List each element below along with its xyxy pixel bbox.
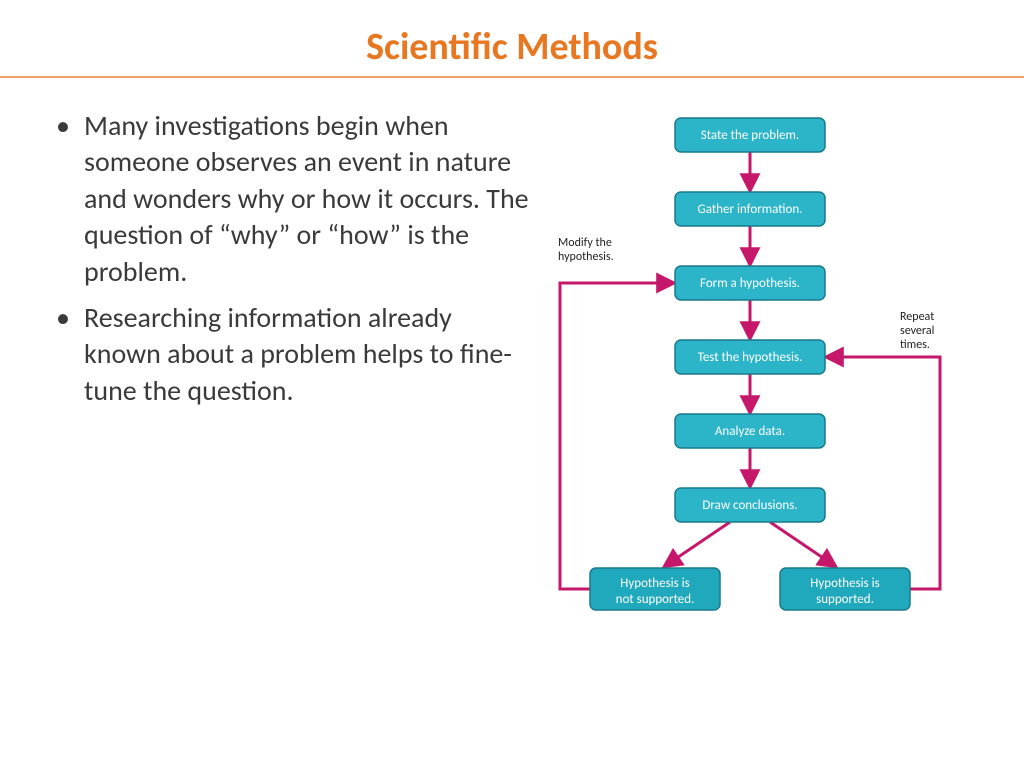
svg-text:Form a hypothesis.: Form a hypothesis.: [700, 276, 800, 291]
flowchart-column: Modify the hypothesis. Repeat several ti…: [530, 108, 970, 419]
node-draw-conclusions: Draw conclusions.: [675, 488, 825, 522]
bullet-column: Many investigations begin when someone o…: [50, 108, 530, 419]
page-title: Scientific Methods: [366, 24, 658, 70]
content-area: Many investigations begin when someone o…: [0, 78, 1024, 419]
svg-text:Analyze data.: Analyze data.: [715, 424, 785, 439]
svg-text:State the problem.: State the problem.: [701, 128, 799, 143]
svg-text:Draw conclusions.: Draw conclusions.: [702, 498, 797, 513]
svg-text:Hypothesis is: Hypothesis is: [620, 576, 689, 591]
title-area: Scientific Methods: [0, 0, 1024, 70]
svg-text:Gather information.: Gather information.: [698, 202, 803, 217]
bullet-list: Many investigations begin when someone o…: [50, 108, 530, 409]
node-state-problem: State the problem.: [675, 118, 825, 152]
node-supported: Hypothesis is supported.: [780, 568, 910, 610]
node-test-hypothesis: Test the hypothesis.: [675, 340, 825, 374]
list-item: Many investigations begin when someone o…: [50, 108, 530, 290]
list-item: Researching information already known ab…: [50, 300, 530, 409]
svg-text:supported.: supported.: [816, 592, 874, 607]
loop-right-label: Repeat several times.: [900, 310, 937, 352]
loop-left-label: Modify the hypothesis.: [558, 236, 615, 264]
loop-left-arrow: [560, 283, 673, 589]
flowchart-svg: Modify the hypothesis. Repeat several ti…: [530, 98, 970, 738]
svg-text:Test the hypothesis.: Test the hypothesis.: [698, 350, 803, 365]
arrow-n6-n7: [665, 522, 730, 566]
node-not-supported: Hypothesis is not supported.: [590, 568, 720, 610]
node-form-hypothesis: Form a hypothesis.: [675, 266, 825, 300]
node-analyze-data: Analyze data.: [675, 414, 825, 448]
arrow-n6-n8: [770, 522, 835, 566]
svg-text:not supported.: not supported.: [616, 592, 695, 607]
node-gather-information: Gather information.: [675, 192, 825, 226]
slide: Scientific Methods Many investigations b…: [0, 0, 1024, 768]
loop-right-arrow: [827, 357, 940, 589]
svg-text:Hypothesis is: Hypothesis is: [810, 576, 879, 591]
